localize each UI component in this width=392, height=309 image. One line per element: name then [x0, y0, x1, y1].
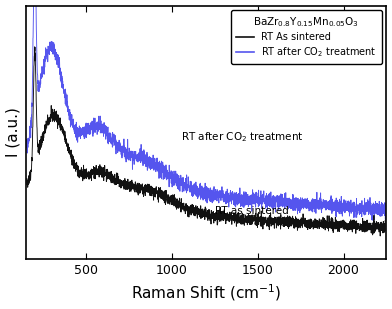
Legend: RT As sintered, RT after CO$_2$ treatment: RT As sintered, RT after CO$_2$ treatmen…	[231, 11, 381, 64]
Y-axis label: I (a.u.): I (a.u.)	[5, 108, 20, 157]
X-axis label: Raman Shift (cm$^{-1}$): Raman Shift (cm$^{-1}$)	[131, 283, 281, 303]
Text: RT as sintered: RT as sintered	[215, 206, 289, 216]
Text: RT after CO$_2$ treatment: RT after CO$_2$ treatment	[181, 130, 303, 144]
